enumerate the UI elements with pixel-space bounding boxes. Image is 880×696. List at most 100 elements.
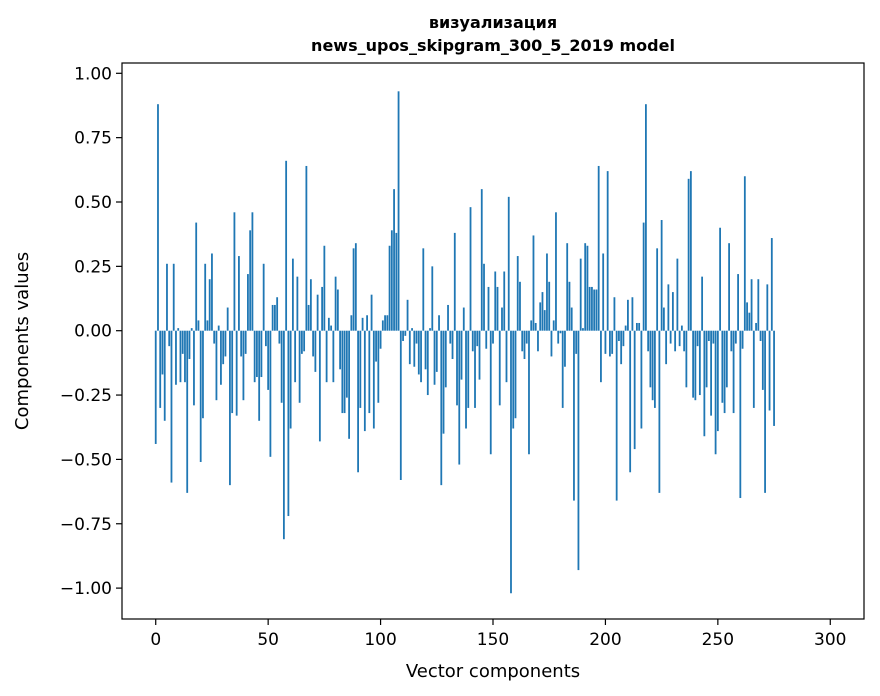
bar-89 xyxy=(354,243,357,331)
bar-63 xyxy=(296,276,299,331)
bar-162 xyxy=(519,281,521,331)
bar-98 xyxy=(375,330,377,362)
bar-86 xyxy=(348,330,350,439)
bar-191 xyxy=(584,243,587,331)
bar-10 xyxy=(177,328,180,331)
bar-229 xyxy=(669,330,672,344)
bar-40 xyxy=(244,330,247,354)
bar-28 xyxy=(217,325,220,331)
bar-82 xyxy=(339,330,341,370)
bar-225 xyxy=(660,220,663,331)
bar-108 xyxy=(397,91,400,331)
bar-254 xyxy=(725,330,728,388)
bar-31 xyxy=(224,330,227,357)
bar-185 xyxy=(570,307,573,331)
bar-23 xyxy=(206,320,209,331)
bar-245 xyxy=(705,330,708,388)
bar-30 xyxy=(222,330,225,365)
bar-255 xyxy=(728,243,730,331)
bar-142 xyxy=(474,330,476,408)
bar-257 xyxy=(732,330,735,414)
bar-70 xyxy=(312,330,315,357)
bar-33 xyxy=(229,330,231,486)
bar-99 xyxy=(377,330,380,403)
bar-204 xyxy=(613,297,616,331)
bar-168 xyxy=(532,235,535,331)
bar-216 xyxy=(640,330,643,429)
bar-26 xyxy=(213,330,216,344)
bar-37 xyxy=(238,256,240,331)
bar-219 xyxy=(647,330,650,352)
bar-17 xyxy=(193,330,195,406)
bar-183 xyxy=(566,243,569,331)
bar-211 xyxy=(629,330,632,473)
y-tick-label: −0.50 xyxy=(60,450,112,470)
x-tick-label: 250 xyxy=(702,630,734,650)
bar-96 xyxy=(370,294,373,331)
bar-227 xyxy=(665,330,668,365)
bar-233 xyxy=(678,330,681,347)
bar-77 xyxy=(327,317,330,331)
bar-151 xyxy=(494,271,497,331)
bar-109 xyxy=(399,330,402,480)
bar-106 xyxy=(393,189,395,331)
y-tick-label: 0.50 xyxy=(74,193,112,213)
bar-51 xyxy=(269,330,272,457)
bar-132 xyxy=(451,330,454,360)
bar-247 xyxy=(710,330,712,416)
x-tick-label: 0 xyxy=(150,630,161,650)
bar-246 xyxy=(707,330,710,341)
bar-111 xyxy=(404,330,407,336)
bar-139 xyxy=(467,330,470,408)
bar-205 xyxy=(615,330,618,501)
bar-79 xyxy=(332,330,335,383)
bar-226 xyxy=(662,307,665,331)
bar-203 xyxy=(611,330,614,354)
bar-115 xyxy=(413,330,416,367)
bar-141 xyxy=(471,330,474,352)
x-tick-label: 100 xyxy=(364,630,396,650)
bar-101 xyxy=(381,320,384,331)
bar-167 xyxy=(530,320,533,331)
chart-title-line1: визуализация xyxy=(429,13,557,32)
bar-72 xyxy=(316,294,319,331)
bar-181 xyxy=(561,330,564,408)
x-tick-label: 300 xyxy=(814,630,846,650)
bar-43 xyxy=(251,212,254,331)
bar-248 xyxy=(712,330,715,344)
bar-117 xyxy=(417,330,420,375)
bar-80 xyxy=(334,276,337,331)
bar-240 xyxy=(694,330,697,401)
bar-182 xyxy=(564,330,566,367)
bar-34 xyxy=(231,330,234,414)
bar-81 xyxy=(336,289,339,331)
bar-174 xyxy=(546,253,548,331)
bar-64 xyxy=(298,330,301,403)
bar-261 xyxy=(741,330,744,349)
bar-208 xyxy=(622,330,625,347)
bar-195 xyxy=(593,289,596,331)
bar-178 xyxy=(555,212,557,331)
bar-131 xyxy=(449,330,452,344)
bar-171 xyxy=(539,302,542,331)
bar-110 xyxy=(402,330,404,341)
bar-8 xyxy=(172,263,175,331)
bar-47 xyxy=(260,330,263,378)
bar-249 xyxy=(714,330,717,455)
bar-273 xyxy=(768,330,771,411)
bar-210 xyxy=(627,299,629,331)
bar-212 xyxy=(631,297,634,331)
bar-214 xyxy=(636,322,638,331)
bar-56 xyxy=(280,330,283,403)
bar-272 xyxy=(766,284,769,331)
bar-154 xyxy=(501,307,503,331)
bar-57 xyxy=(282,330,285,540)
bar-121 xyxy=(426,330,429,396)
bar-236 xyxy=(685,330,688,388)
bar-198 xyxy=(600,330,602,383)
bar-112 xyxy=(406,299,409,331)
bar-256 xyxy=(730,330,733,352)
bar-9 xyxy=(175,330,177,385)
bar-129 xyxy=(444,330,447,388)
